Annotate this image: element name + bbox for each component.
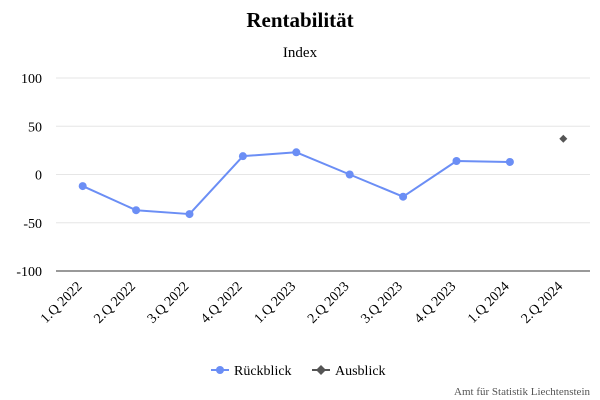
data-point[interactable]: [78, 182, 87, 191]
x-tick-label: 3.Q 2023: [358, 279, 405, 326]
y-tick-label: 50: [28, 120, 42, 135]
y-axis-ticks: 100 50 0 -50 -100: [16, 72, 42, 280]
legend-marker-rueckblick: [216, 366, 224, 374]
chart-credit: Amt für Statistik Liechtenstein: [454, 386, 590, 398]
x-tick-label: 1.Q 2022: [38, 279, 85, 326]
series-line: [82, 151, 510, 216]
data-point[interactable]: [559, 134, 568, 143]
legend: Rückblick Ausblick: [211, 364, 386, 379]
x-axis-ticks: 1.Q 2022 2.Q 2022 3.Q 2022 4.Q 2022 1.Q 2023…: [38, 279, 566, 326]
y-tick-label: -50: [23, 217, 42, 232]
series-layer: [78, 134, 568, 219]
x-tick-label: 2.Q 2023: [305, 279, 352, 326]
data-point[interactable]: [399, 192, 408, 201]
y-tick-label: -100: [16, 265, 42, 280]
series-ausblick: [559, 134, 568, 143]
data-point[interactable]: [505, 157, 514, 166]
x-tick-label: 1.Q 2023: [252, 279, 299, 326]
legend-marker-ausblick: [316, 365, 326, 375]
y-tick-label: 0: [35, 169, 42, 184]
x-tick-label: 3.Q 2022: [145, 279, 192, 326]
legend-label-ausblick: Ausblick: [335, 364, 386, 379]
x-tick-label: 2.Q 2022: [91, 279, 138, 326]
data-point[interactable]: [345, 170, 354, 179]
chart-subtitle: Index: [283, 45, 318, 61]
data-point[interactable]: [185, 210, 194, 219]
legend-item-rueckblick[interactable]: Rückblick: [211, 364, 292, 379]
data-point[interactable]: [452, 156, 461, 165]
data-point[interactable]: [132, 206, 141, 215]
data-point[interactable]: [292, 148, 301, 157]
chart-title: Rentabilität: [246, 8, 353, 32]
y-tick-label: 100: [21, 72, 42, 87]
x-tick-label: 4.Q 2022: [198, 279, 245, 326]
grid-layer: [56, 77, 590, 272]
legend-item-ausblick[interactable]: Ausblick: [312, 364, 386, 379]
series-rueckblick: [78, 148, 514, 219]
x-tick-label: 2.Q 2024: [519, 279, 566, 326]
data-point[interactable]: [238, 152, 247, 161]
x-tick-label: 1.Q 2024: [465, 279, 512, 326]
legend-label-rueckblick: Rückblick: [234, 364, 292, 379]
x-tick-label: 4.Q 2023: [412, 279, 459, 326]
